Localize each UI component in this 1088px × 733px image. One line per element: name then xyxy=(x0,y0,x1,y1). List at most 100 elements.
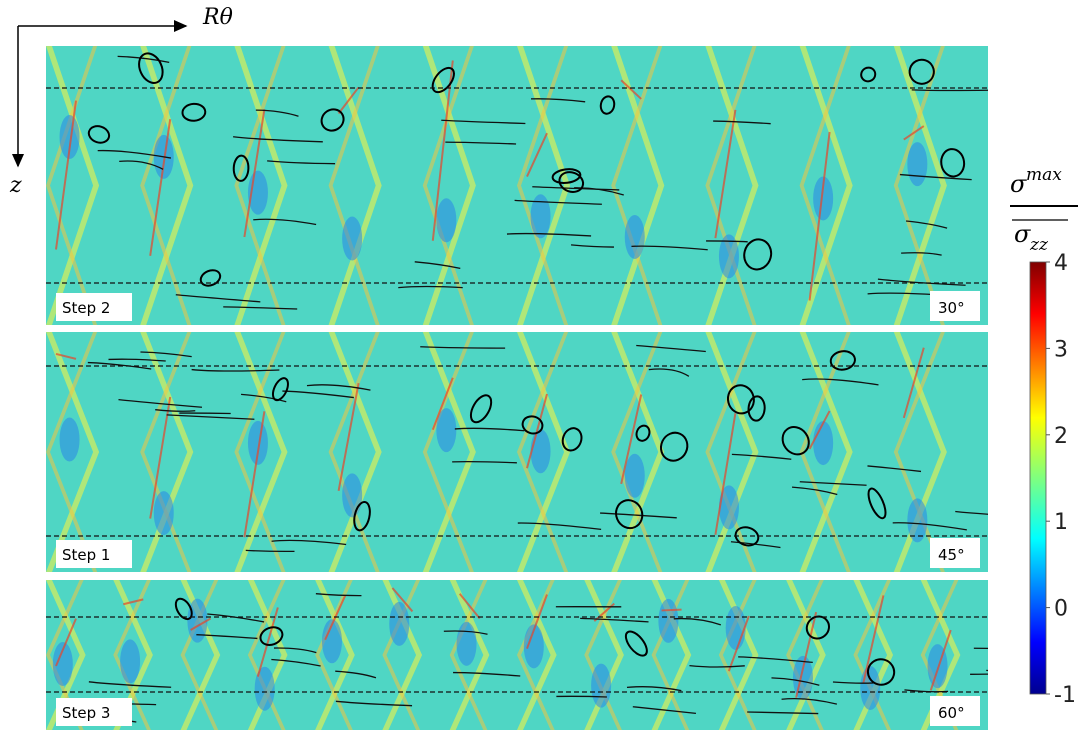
low-spot xyxy=(59,417,80,462)
hot-crack xyxy=(902,347,925,419)
low-spot xyxy=(624,214,645,259)
crack xyxy=(905,220,948,229)
crack xyxy=(570,244,614,248)
band xyxy=(1082,46,1088,325)
crack xyxy=(673,617,722,626)
hot-crack xyxy=(526,132,548,177)
hot-crack xyxy=(727,615,750,672)
marker-ellipse xyxy=(259,626,284,646)
marker-ellipse xyxy=(551,168,582,184)
angle-label: 45° xyxy=(938,546,965,564)
hot-crack xyxy=(55,100,77,250)
crack xyxy=(781,697,838,705)
crack xyxy=(118,398,203,408)
band xyxy=(0,580,18,730)
crack xyxy=(532,186,620,191)
band xyxy=(0,46,5,325)
hot-crack xyxy=(431,60,454,241)
low-spot xyxy=(813,421,834,466)
marker-ellipse xyxy=(781,426,810,456)
crack xyxy=(506,232,592,237)
band xyxy=(1082,46,1088,325)
marker-ellipse xyxy=(908,58,935,85)
hot-crack xyxy=(795,611,818,698)
crack xyxy=(556,695,607,698)
marker-ellipse xyxy=(320,108,345,132)
hot-crack xyxy=(714,109,737,239)
crack xyxy=(955,510,988,515)
stress-panel: Step 3 60° xyxy=(0,580,1028,730)
marker-ellipse xyxy=(867,487,887,520)
hot-crack xyxy=(620,394,643,485)
colorbar-tick-label: -1 xyxy=(1054,683,1076,708)
colorbar-ticks: -1 0 1 2 3 4 xyxy=(1046,251,1076,708)
marker-ellipse xyxy=(660,431,689,462)
label-part: max xyxy=(1026,165,1062,185)
hot-crack xyxy=(661,608,682,612)
crack xyxy=(631,245,708,251)
hot-crack xyxy=(526,393,548,469)
angle-box xyxy=(930,696,980,726)
hot-crack xyxy=(55,352,77,360)
field xyxy=(0,46,1088,325)
crack xyxy=(271,658,321,667)
band xyxy=(0,580,16,730)
crack xyxy=(196,634,258,640)
angle-box xyxy=(930,538,980,568)
crack xyxy=(877,278,966,286)
low-spot xyxy=(436,408,457,453)
crack xyxy=(986,669,988,672)
band xyxy=(0,46,3,325)
crack xyxy=(514,199,602,205)
step-box xyxy=(56,293,132,321)
label-part: σ xyxy=(1014,220,1031,248)
marker-ellipse xyxy=(940,148,966,178)
low-spot xyxy=(342,473,363,518)
marker-ellipse xyxy=(635,424,651,442)
hot-crack xyxy=(998,81,1018,89)
marker-ellipse xyxy=(860,66,877,83)
band xyxy=(988,580,1028,730)
crack xyxy=(255,109,299,117)
hot-crack xyxy=(998,393,1018,544)
hot-crack xyxy=(808,131,831,301)
marker-ellipse xyxy=(138,52,164,84)
marker-ellipse xyxy=(829,350,856,371)
crack xyxy=(832,681,874,684)
band xyxy=(1082,332,1088,572)
crack xyxy=(241,393,287,403)
hot-crack xyxy=(190,617,212,631)
low-spot xyxy=(658,598,679,643)
low-spot xyxy=(907,142,928,187)
crack xyxy=(452,461,517,464)
crack xyxy=(191,368,280,372)
marker-ellipse xyxy=(521,415,544,435)
crack xyxy=(973,647,988,650)
low-spot xyxy=(389,601,410,646)
hot-crack xyxy=(149,119,172,256)
low-spot xyxy=(530,429,551,474)
crack xyxy=(445,141,517,145)
crack xyxy=(453,671,521,677)
marker-ellipse xyxy=(624,630,648,657)
angle-label: 60° xyxy=(938,704,965,722)
crack xyxy=(911,89,988,92)
hot-crack xyxy=(243,411,266,538)
crack xyxy=(706,240,748,243)
low-spot xyxy=(120,639,141,684)
marker-ellipse xyxy=(866,658,896,686)
colorbar-tick-label: 2 xyxy=(1054,424,1068,449)
colorbar-tick-label: 4 xyxy=(1054,251,1068,276)
hot-crack xyxy=(620,79,642,100)
angle-box xyxy=(930,291,980,321)
low-spot xyxy=(456,621,477,666)
low-spot xyxy=(813,176,834,221)
crack xyxy=(901,252,942,256)
marker-ellipse xyxy=(271,377,289,402)
angle-label: 30° xyxy=(938,299,965,317)
crack xyxy=(420,346,506,349)
label-part: σ xyxy=(1010,170,1027,198)
crack xyxy=(119,160,164,170)
low-spot xyxy=(725,605,746,650)
